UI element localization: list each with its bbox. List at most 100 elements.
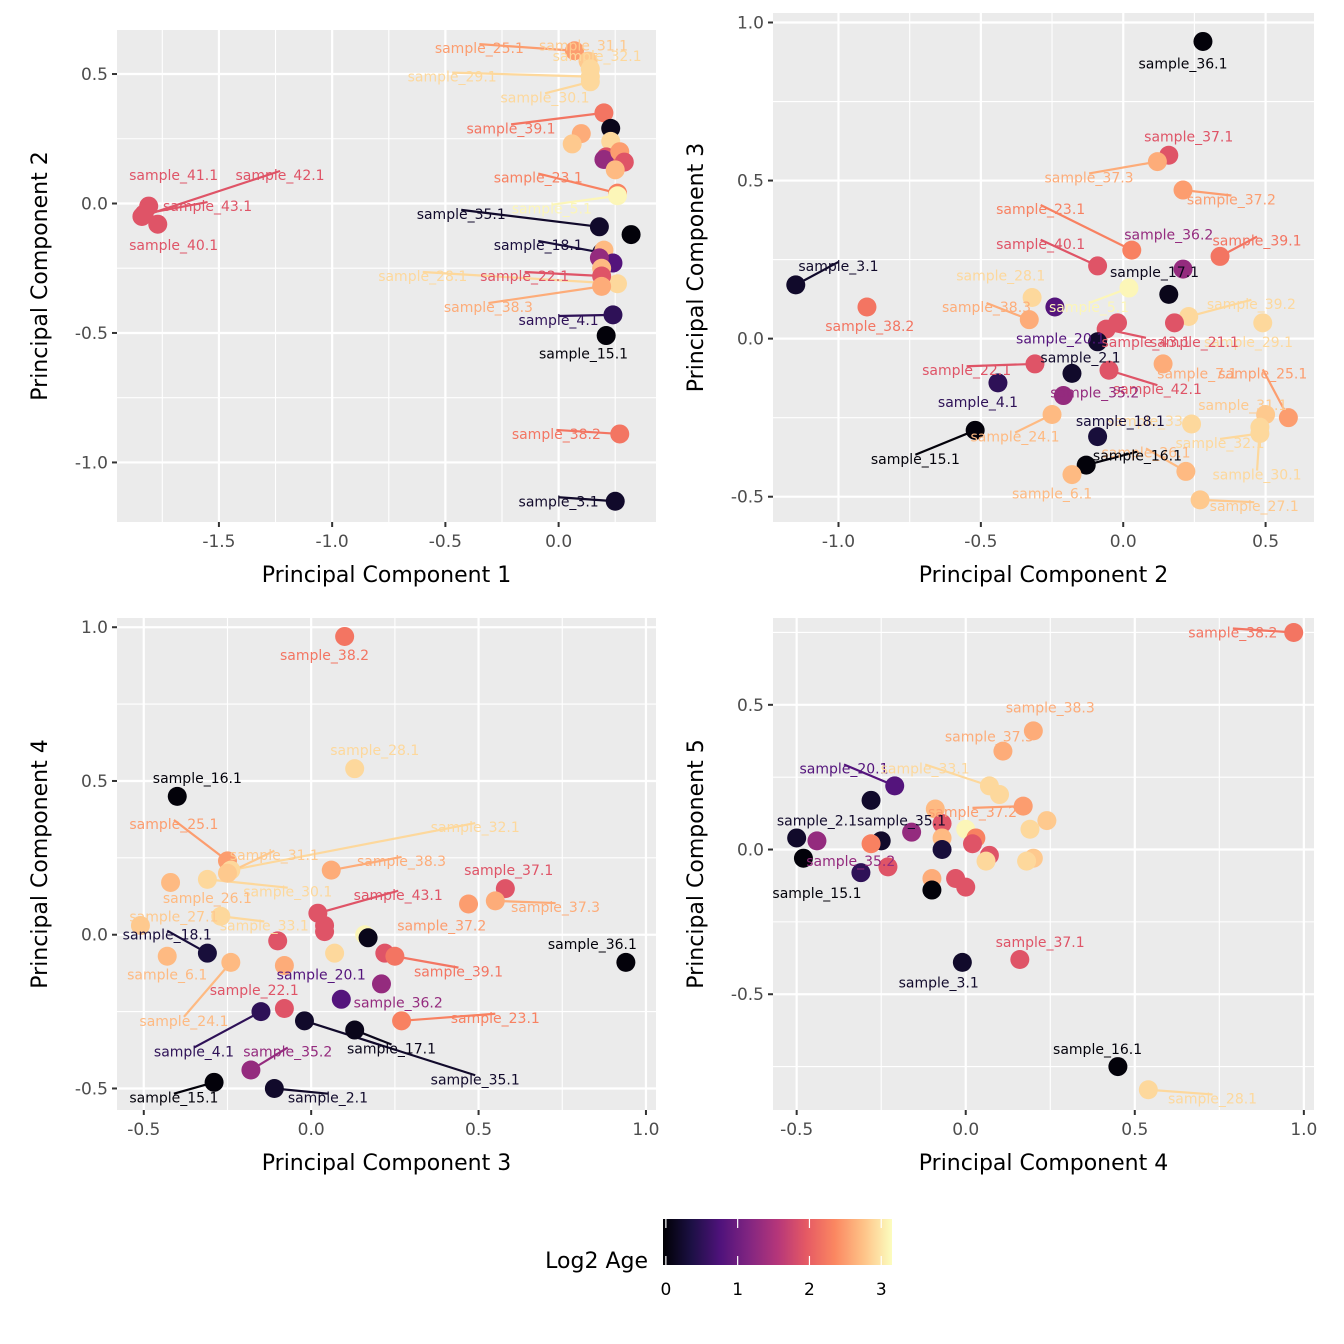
y-axis-title: Principal Component 2	[28, 151, 53, 400]
point-label: sample_40.1	[129, 238, 218, 254]
point-label: sample_43.1	[354, 888, 443, 904]
point-label: sample_22.1	[210, 983, 299, 999]
legend-title: Log2 Age	[545, 1249, 648, 1274]
point-label: sample_18.1	[1076, 414, 1165, 430]
data-point	[580, 72, 600, 92]
points-layer: sample_38.2 sample_28.1 sample_16.1 sample_…	[123, 626, 637, 1107]
data-point	[610, 424, 630, 444]
y-tick-label: -0.5	[75, 324, 108, 344]
point-label: sample_22.1	[480, 269, 569, 285]
point-label: sample_43.1	[1101, 335, 1190, 351]
point-label: sample_5.1	[1049, 300, 1129, 316]
label-leader-line	[141, 169, 281, 218]
label-leader-line	[173, 819, 229, 862]
data-point	[1017, 851, 1037, 871]
y-tick-label: 0.5	[81, 772, 108, 792]
label-leader-line	[488, 285, 602, 305]
data-point	[605, 160, 625, 180]
label-leader-line	[1040, 238, 1099, 267]
legend-tick-label: 1	[732, 1280, 743, 1300]
data-point	[932, 813, 952, 833]
data-point	[564, 41, 584, 61]
y-axis-title: Principal Component 4	[28, 739, 53, 988]
data-point	[371, 974, 391, 994]
data-point	[793, 848, 813, 868]
data-point	[962, 834, 982, 854]
x-tick-label: 0.0	[298, 1120, 325, 1140]
data-point	[274, 955, 294, 975]
data-point	[325, 943, 345, 963]
point-label: sample_6.1	[127, 968, 207, 984]
data-point	[952, 952, 972, 972]
data-point	[294, 1011, 314, 1031]
point-label: sample_31.1	[539, 39, 628, 55]
label-leader-line	[924, 763, 990, 787]
point-label: sample_37.3	[511, 900, 600, 916]
x-tick-label: -1.5	[202, 532, 235, 552]
data-point	[787, 828, 807, 848]
point-label: sample_33.1	[1107, 414, 1196, 430]
point-label: sample_39.1	[1213, 234, 1302, 250]
data-point	[1088, 332, 1108, 352]
point-label: sample_37.1	[996, 935, 1085, 951]
data-point	[157, 946, 177, 966]
point-label: sample_6.1	[1012, 487, 1092, 503]
point-label: sample_33.1	[881, 761, 970, 777]
y-tick-label: 1.0	[737, 13, 764, 33]
point-label: sample_15.1	[871, 452, 960, 468]
point-label: sample_16.1	[1053, 1042, 1142, 1058]
point-label: sample_37.2	[1187, 193, 1276, 209]
point-label: sample_21.1	[1150, 335, 1239, 351]
point-label: sample_18.1	[123, 928, 212, 944]
data-point	[608, 186, 627, 206]
point-label: sample_18.1	[494, 238, 583, 254]
point-label: sample_39.2	[1207, 297, 1296, 313]
colorbar	[663, 1219, 892, 1265]
points-layer: sample_36.1 sample_37.1 sample_37.3 sample_…	[786, 31, 1307, 515]
panel-background	[773, 13, 1314, 522]
data-point	[562, 134, 582, 154]
data-point	[130, 916, 150, 935]
point-label: sample_30.1	[500, 90, 589, 106]
point-label: sample_28.1	[378, 269, 467, 285]
data-point	[211, 906, 231, 926]
point-label: sample_31.1	[230, 848, 319, 864]
point-label: sample_35.1	[431, 1072, 520, 1088]
data-point	[268, 931, 288, 951]
point-label: sample_40.1	[996, 237, 1085, 253]
point-label: sample_38.2	[280, 648, 369, 664]
data-point	[1020, 819, 1040, 839]
data-point	[965, 420, 985, 440]
label-leader-line	[537, 172, 618, 195]
point-label: sample_43.1	[163, 199, 252, 215]
label-leader-line	[401, 1012, 496, 1022]
point-label: sample_37.2	[928, 805, 1017, 821]
point-label: sample_28.1	[1168, 1091, 1257, 1107]
data-point	[385, 946, 405, 966]
point-label: sample_23.1	[996, 202, 1085, 218]
data-point	[217, 863, 237, 883]
label-leader-line	[304, 1019, 476, 1077]
x-tick-label: 0.5	[1252, 532, 1279, 552]
data-point	[1122, 240, 1142, 260]
legend-tick-label: 3	[876, 1280, 887, 1300]
point-label: sample_42.1	[1113, 382, 1202, 398]
data-point	[1022, 288, 1042, 308]
label-leader-line	[1040, 204, 1133, 252]
point-label: sample_3.1	[519, 494, 599, 510]
legend-tick-label: 2	[804, 1280, 815, 1300]
data-point	[1173, 180, 1193, 200]
label-leader-line	[230, 822, 476, 872]
point-label: sample_15.1	[129, 1091, 218, 1107]
data-point	[1042, 405, 1062, 425]
panel-background	[117, 618, 656, 1110]
x-tick-label: -1.0	[316, 532, 349, 552]
data-point	[786, 275, 806, 295]
color-legend: Log2 Age 0 1 2 3	[545, 1219, 892, 1300]
x-tick-label: -1.0	[822, 532, 855, 552]
data-point	[851, 863, 871, 883]
data-point	[1179, 307, 1199, 327]
label-leader-line	[207, 878, 288, 889]
label-leader-line	[1188, 298, 1252, 318]
point-label: sample_15.1	[539, 347, 628, 363]
